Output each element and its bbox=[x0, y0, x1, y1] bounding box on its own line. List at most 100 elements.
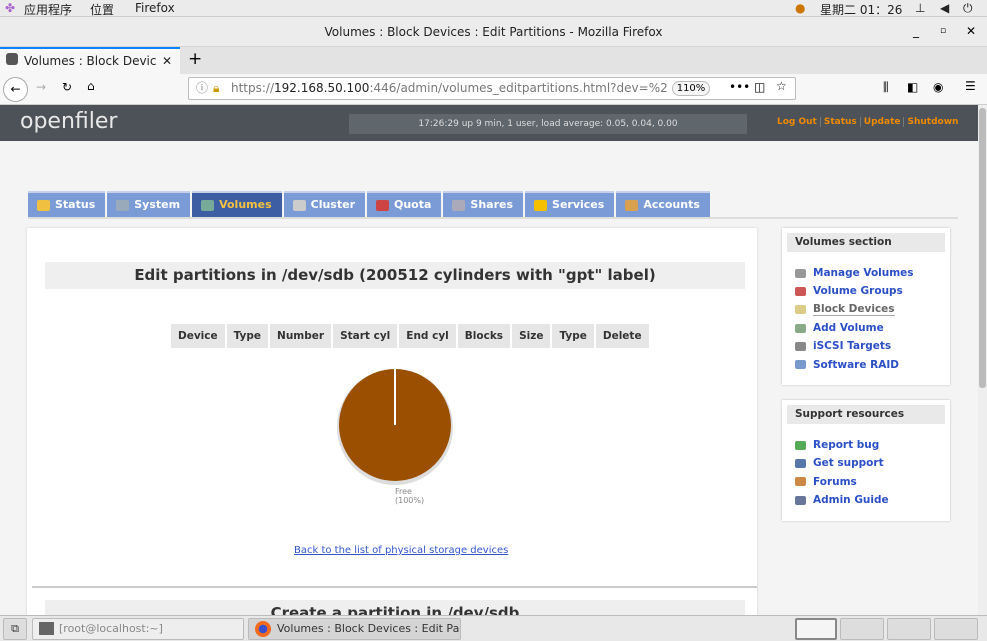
shutdown-link[interactable]: Shutdown bbox=[907, 117, 959, 127]
library-icon[interactable]: ⫼ bbox=[883, 80, 889, 94]
column-header: Size bbox=[512, 324, 551, 348]
sidebar-item-volume-groups[interactable]: Volume Groups bbox=[782, 282, 950, 300]
power-icon[interactable]: ⏻ bbox=[963, 1, 973, 15]
sidebar-item-label: Block Devices bbox=[813, 303, 895, 317]
applications-menu[interactable]: 应用程序 bbox=[24, 3, 73, 17]
header-links: Log Out Status Update Shutdown bbox=[774, 117, 961, 127]
sidebar-item-report-bug[interactable]: Report bug bbox=[782, 436, 950, 454]
nav-tab-label: System bbox=[134, 198, 181, 211]
workspace-4[interactable] bbox=[934, 618, 978, 640]
window-title: Volumes : Block Devices : Edit Partition… bbox=[0, 17, 987, 47]
nav-tab-label: Cluster bbox=[310, 198, 355, 211]
sidebar-item-iscsi-targets[interactable]: iSCSI Targets bbox=[782, 337, 950, 355]
nav-tab-accounts[interactable]: Accounts bbox=[616, 191, 710, 217]
maximize-button[interactable]: ▫ bbox=[940, 26, 947, 36]
nav-tab-status[interactable]: Status bbox=[28, 191, 106, 217]
page-actions-icon[interactable]: ••• bbox=[729, 80, 751, 94]
sidebar-item-forums[interactable]: Forums bbox=[782, 473, 950, 491]
minimize-button[interactable]: _ bbox=[913, 24, 919, 38]
iscsi-targets-icon bbox=[795, 341, 806, 351]
column-header: Number bbox=[270, 324, 332, 348]
taskbar-firefox[interactable]: Volumes : Block Devices : Edit Partit… bbox=[248, 618, 461, 640]
column-header: Delete bbox=[595, 324, 649, 348]
close-window-button[interactable]: ✕ bbox=[966, 24, 977, 38]
volumes-section-panel: Volumes section Manage Volumes Volume Gro… bbox=[782, 228, 950, 385]
sidebar-item-block-devices[interactable]: Block Devices bbox=[782, 301, 950, 319]
logout-link[interactable]: Log Out bbox=[774, 117, 821, 127]
uptime-status: 17:26:29 up 9 min, 1 user, load average:… bbox=[349, 114, 747, 134]
nav-tab-label: Quota bbox=[394, 198, 432, 211]
volume-icon[interactable]: ◀ bbox=[940, 1, 950, 15]
get-support-icon bbox=[795, 458, 806, 468]
sidebar-item-software-raid[interactable]: Software RAID bbox=[782, 355, 950, 373]
partition-pie-chart bbox=[337, 369, 453, 485]
back-button[interactable]: ← bbox=[3, 77, 28, 102]
nav-tab-label: Volumes bbox=[219, 198, 272, 211]
tab-divider bbox=[28, 217, 958, 219]
page-title: Edit partitions in /dev/sdb (200512 cyli… bbox=[45, 262, 745, 289]
pocket-icon[interactable]: ◫ bbox=[754, 80, 766, 94]
shares-tab-icon bbox=[452, 199, 466, 211]
apps-icon: ✤ bbox=[5, 1, 16, 15]
sidebar-item-manage-volumes[interactable]: Manage Volumes bbox=[782, 264, 950, 282]
column-header: Type bbox=[226, 324, 269, 348]
insecure-lock-icon: 🔒︎ bbox=[213, 81, 220, 95]
sidebar-item-label: Report bug bbox=[813, 439, 880, 452]
cluster-tab-icon bbox=[292, 199, 306, 211]
status-link[interactable]: Status bbox=[820, 117, 861, 127]
sidebar-item-label: iSCSI Targets bbox=[813, 340, 892, 353]
services-tab-icon bbox=[534, 199, 548, 211]
volume-groups-icon bbox=[795, 286, 806, 296]
bookmark-star-icon[interactable]: ☆ bbox=[776, 79, 787, 93]
nav-tab-volumes[interactable]: Volumes bbox=[192, 191, 282, 217]
column-header: Device bbox=[171, 324, 225, 348]
nav-tab-label: Shares bbox=[470, 198, 514, 211]
clock[interactable]: 星期二 01：26 bbox=[820, 3, 903, 17]
firefox-menu[interactable]: Firefox bbox=[135, 1, 175, 15]
nav-tab-label: Services bbox=[552, 198, 605, 211]
info-icon[interactable]: ⓘ bbox=[196, 81, 209, 95]
sidebar-icon[interactable]: ◧ bbox=[907, 80, 919, 94]
update-link[interactable]: Update bbox=[860, 117, 905, 127]
url-scheme: https:// bbox=[231, 81, 275, 95]
section-divider bbox=[32, 586, 757, 588]
sidebar-item-add-volume[interactable]: Add Volume bbox=[782, 319, 950, 337]
nav-tab-cluster[interactable]: Cluster bbox=[283, 191, 365, 217]
nav-tab-services[interactable]: Services bbox=[525, 191, 615, 217]
account-icon[interactable]: ◉ bbox=[933, 80, 944, 94]
firefox-icon bbox=[255, 621, 271, 637]
workspace-2[interactable] bbox=[840, 618, 884, 640]
menu-icon[interactable]: ☰ bbox=[965, 79, 976, 93]
workspace-3[interactable] bbox=[887, 618, 931, 640]
nav-tab-shares[interactable]: Shares bbox=[443, 191, 524, 217]
nav-tab-quota[interactable]: Quota bbox=[367, 191, 442, 217]
nav-tab-system[interactable]: System bbox=[107, 191, 191, 217]
new-tab-button[interactable]: + bbox=[188, 49, 203, 69]
sidebar-item-label: Software RAID bbox=[813, 358, 899, 371]
terminal-icon bbox=[39, 622, 54, 635]
main-nav-tabs: Status System Volumes Cluster Quota Shares Ser… bbox=[28, 191, 712, 217]
sidebar-item-get-support[interactable]: Get support bbox=[782, 454, 950, 472]
back-to-devices-link[interactable]: Back to the list of physical storage dev… bbox=[294, 545, 509, 556]
taskbar-terminal[interactable]: [root@localhost:~] bbox=[32, 618, 244, 640]
url-bar[interactable]: ⓘ 🔒︎ https://192.168.50.100:446/admin/vo… bbox=[188, 77, 796, 100]
block-devices-icon bbox=[795, 305, 806, 315]
network-icon[interactable]: ⊥ bbox=[915, 1, 926, 15]
sidebar-item-admin-guide[interactable]: Admin Guide bbox=[782, 491, 950, 509]
reload-button[interactable]: ↻ bbox=[62, 80, 73, 94]
scrollbar-thumb[interactable] bbox=[979, 108, 986, 388]
pie-label-percent: (100%) bbox=[395, 496, 425, 505]
weather-icon: ● bbox=[795, 1, 806, 15]
home-button[interactable]: ⌂ bbox=[87, 79, 95, 93]
admin-guide-icon bbox=[795, 495, 806, 505]
workspace-1[interactable] bbox=[795, 618, 837, 640]
browser-tab[interactable]: Volumes : Block Devices ✕ bbox=[0, 47, 180, 74]
zoom-level-button[interactable]: 110% bbox=[672, 81, 710, 96]
forward-button[interactable]: → bbox=[36, 80, 47, 94]
column-header: Start cyl bbox=[333, 324, 398, 348]
nav-tab-label: Accounts bbox=[643, 198, 700, 211]
close-tab-icon[interactable]: ✕ bbox=[162, 54, 173, 68]
partition-table-header: Device Type Number Start cyl End cyl Blocks Si… bbox=[171, 324, 651, 348]
places-menu[interactable]: 位置 bbox=[90, 3, 115, 17]
show-desktop-icon[interactable]: ⧉ bbox=[3, 618, 27, 640]
